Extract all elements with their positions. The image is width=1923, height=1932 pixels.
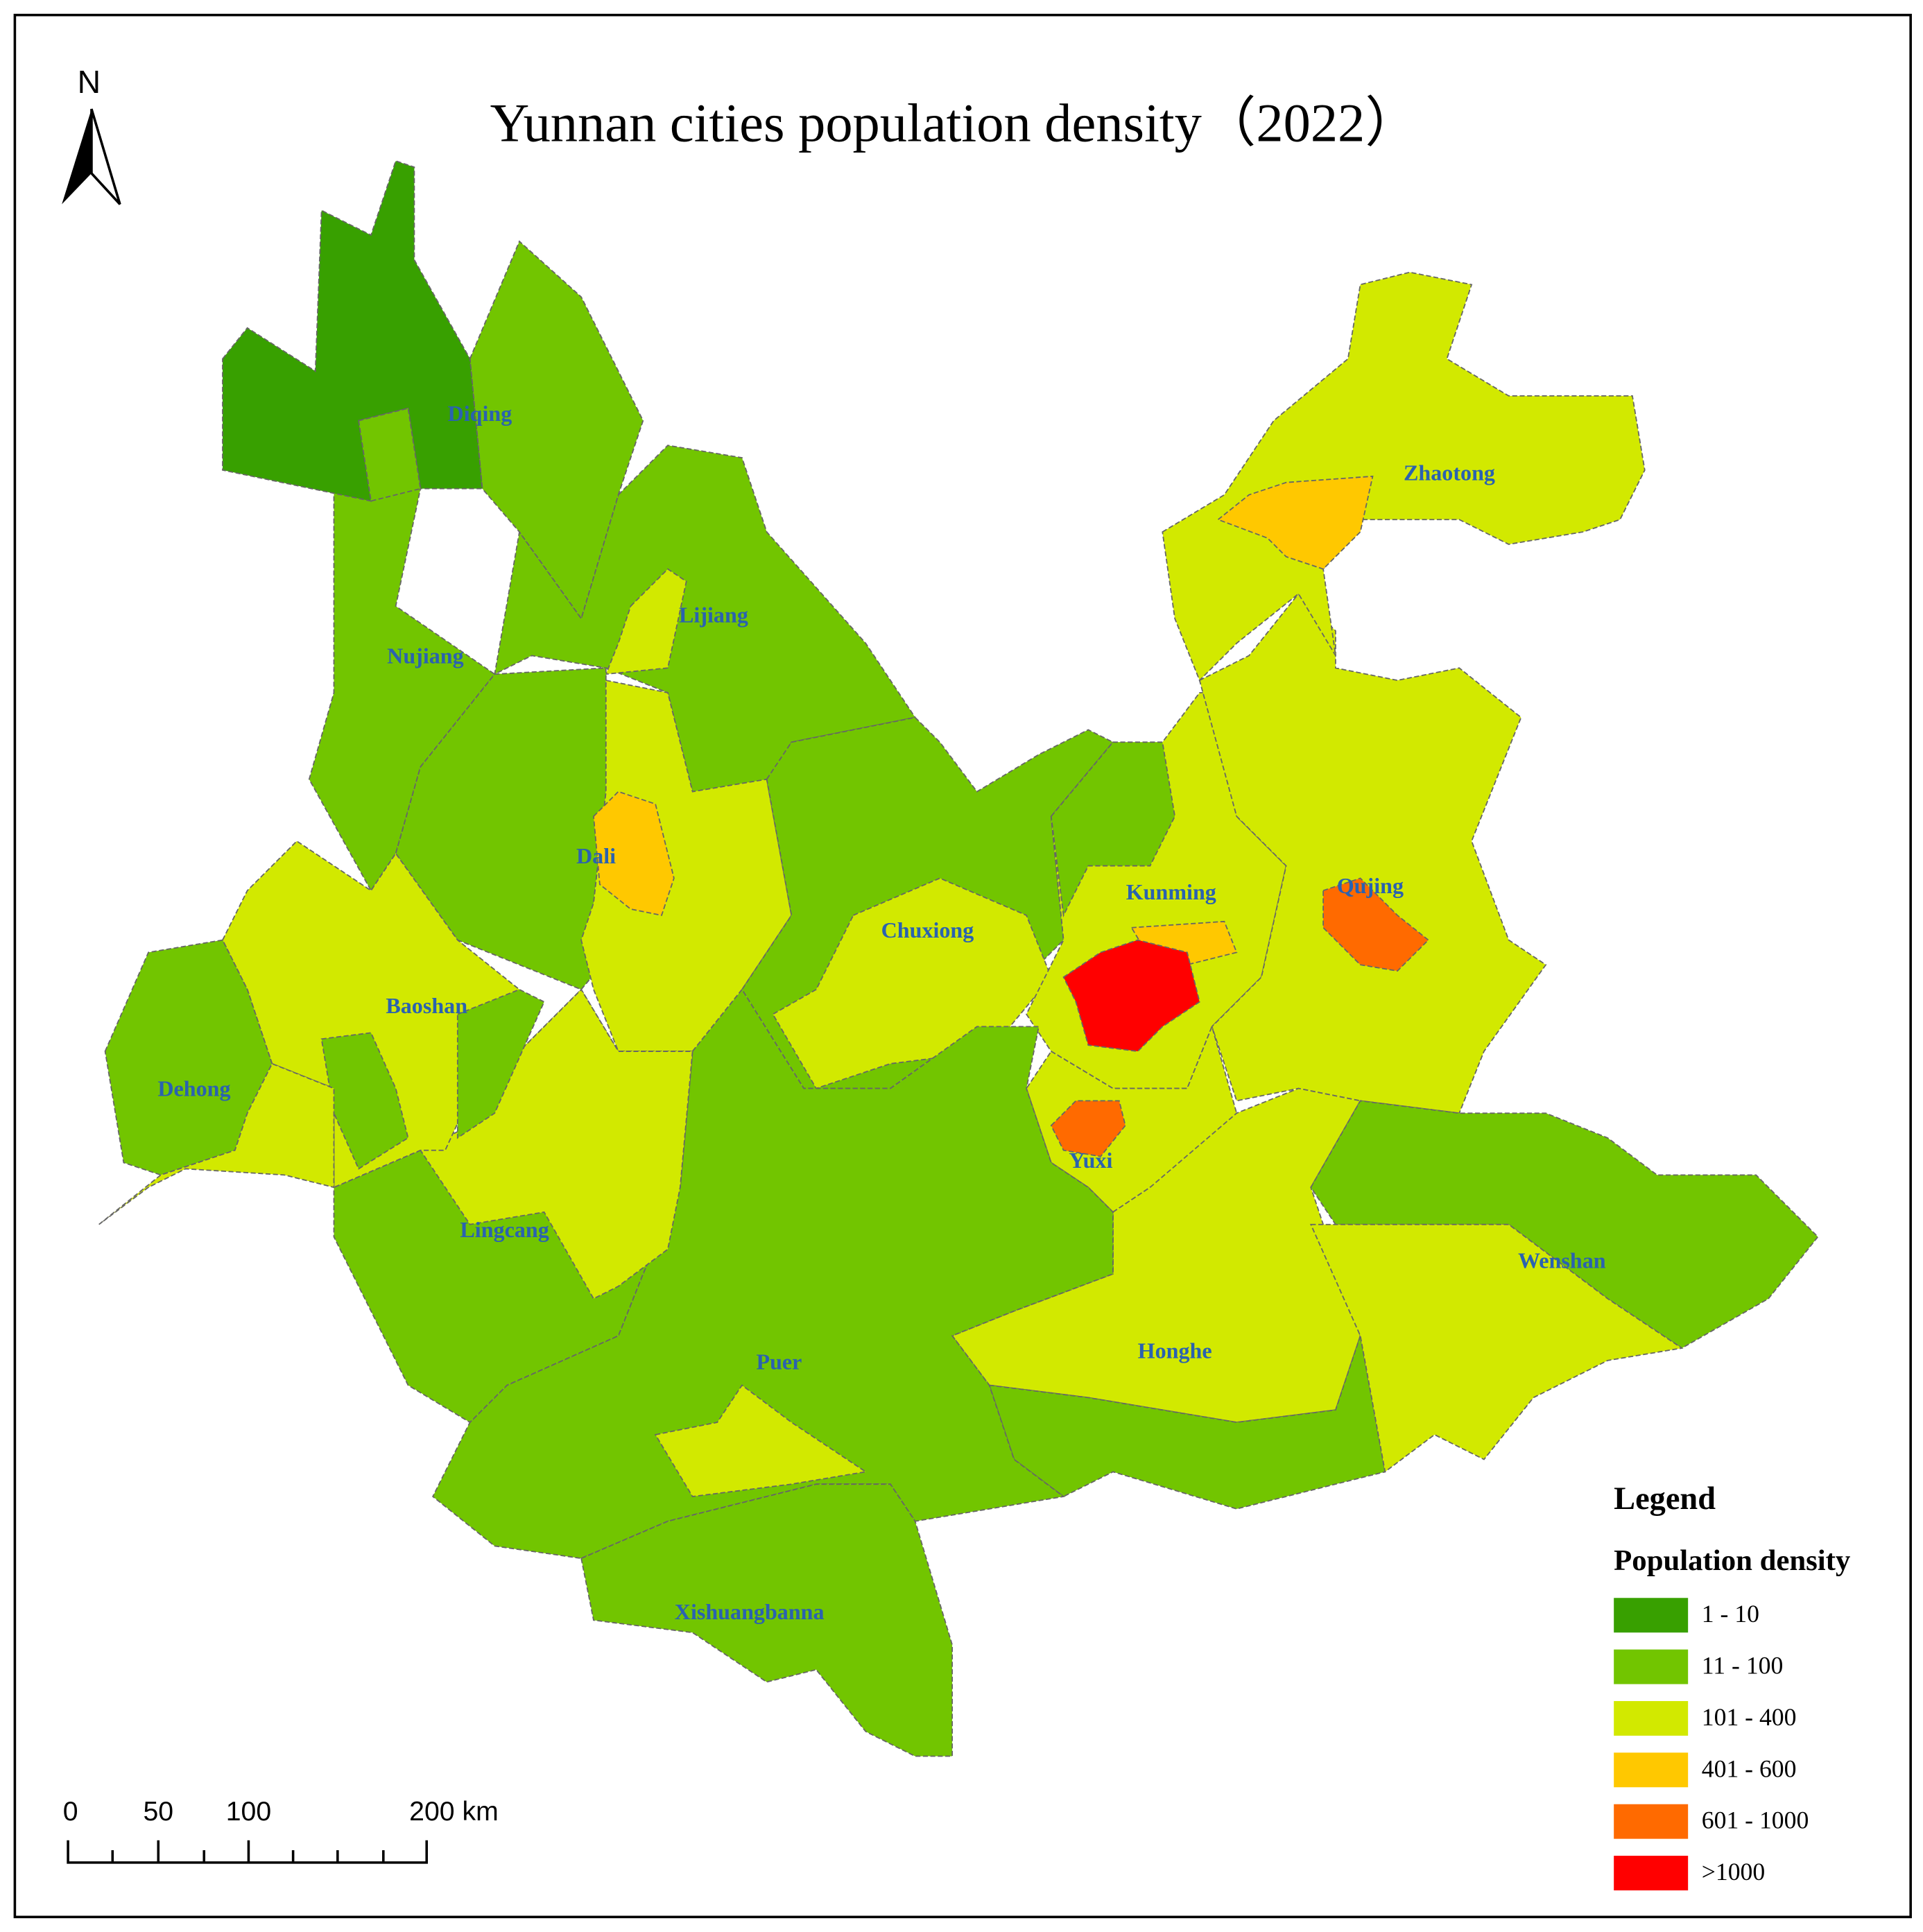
legend-label: >1000 — [1702, 1858, 1765, 1886]
region — [469, 240, 644, 620]
region — [1162, 271, 1646, 682]
city-label: Diqing — [448, 401, 512, 426]
city-label: Baoshan — [386, 993, 467, 1018]
city-label: Yuxi — [1069, 1148, 1112, 1173]
scale-bar: 0 50 100 200 km — [63, 1796, 499, 1864]
north-arrow: N — [62, 64, 121, 205]
legend-label: 401 - 600 — [1702, 1754, 1797, 1782]
region — [1050, 1100, 1126, 1157]
city-label: Kunming — [1126, 879, 1216, 904]
city-label: Dali — [576, 843, 616, 868]
city-label: Puer — [757, 1349, 802, 1374]
north-label: N — [78, 64, 101, 100]
city-label: Qujing — [1337, 873, 1404, 898]
legend-label: 11 - 100 — [1702, 1652, 1784, 1680]
legend-subtitle: Population density — [1614, 1544, 1850, 1577]
region — [1216, 475, 1374, 570]
region — [1310, 1100, 1819, 1349]
region — [654, 1384, 868, 1497]
city-labels: Diqing Zhaotong Lijiang Nujiang Dali Kunming Q… — [157, 401, 1605, 1624]
legend-swatch — [1614, 1649, 1689, 1684]
scale-label: 50 — [143, 1796, 173, 1827]
region — [580, 1483, 954, 1757]
city-label: Nujiang — [387, 643, 464, 668]
region — [1198, 592, 1547, 1114]
region — [98, 1062, 335, 1225]
city-label: Zhaotong — [1404, 460, 1495, 485]
legend-swatch — [1614, 1598, 1689, 1633]
city-label: Chuxiong — [881, 917, 974, 942]
region — [1309, 1223, 1684, 1473]
north-arrow-left — [62, 109, 92, 205]
city-label: Xishuangbanna — [675, 1599, 825, 1624]
region — [593, 791, 675, 916]
scale-label: 0 — [63, 1796, 78, 1827]
frame — [13, 13, 1912, 1919]
legend: Legend Population density 1 - 10 11 - 100… — [1614, 1481, 1850, 1891]
region — [1062, 939, 1200, 1052]
city-label: Lingcang — [460, 1217, 549, 1242]
region — [1322, 877, 1430, 972]
legend-label: 601 - 1000 — [1702, 1806, 1809, 1834]
legend-swatch — [1614, 1752, 1689, 1788]
scale-label: 100 — [226, 1796, 271, 1827]
legend-label: 1 - 10 — [1702, 1600, 1759, 1628]
region — [358, 407, 422, 502]
regions — [98, 159, 1819, 1757]
legend-label: 101 - 400 — [1702, 1703, 1797, 1731]
legend-swatch — [1614, 1700, 1689, 1736]
city-label: Honghe — [1138, 1338, 1212, 1363]
legend-title: Legend — [1614, 1481, 1716, 1517]
city-label: Lijiang — [679, 602, 748, 627]
north-arrow-right — [90, 108, 121, 205]
scale-label: 200 km — [409, 1796, 499, 1827]
region — [605, 568, 687, 675]
scale-line — [67, 1840, 429, 1864]
region — [580, 679, 793, 1052]
title: Yunnan cities population density（2022） — [490, 93, 1420, 153]
city-label: Wenshan — [1518, 1248, 1606, 1273]
region — [320, 1032, 409, 1170]
legend-swatch — [1614, 1804, 1689, 1839]
region — [1050, 741, 1176, 917]
region — [456, 988, 545, 1139]
city-label: Dehong — [157, 1076, 230, 1101]
legend-swatch — [1614, 1856, 1689, 1891]
